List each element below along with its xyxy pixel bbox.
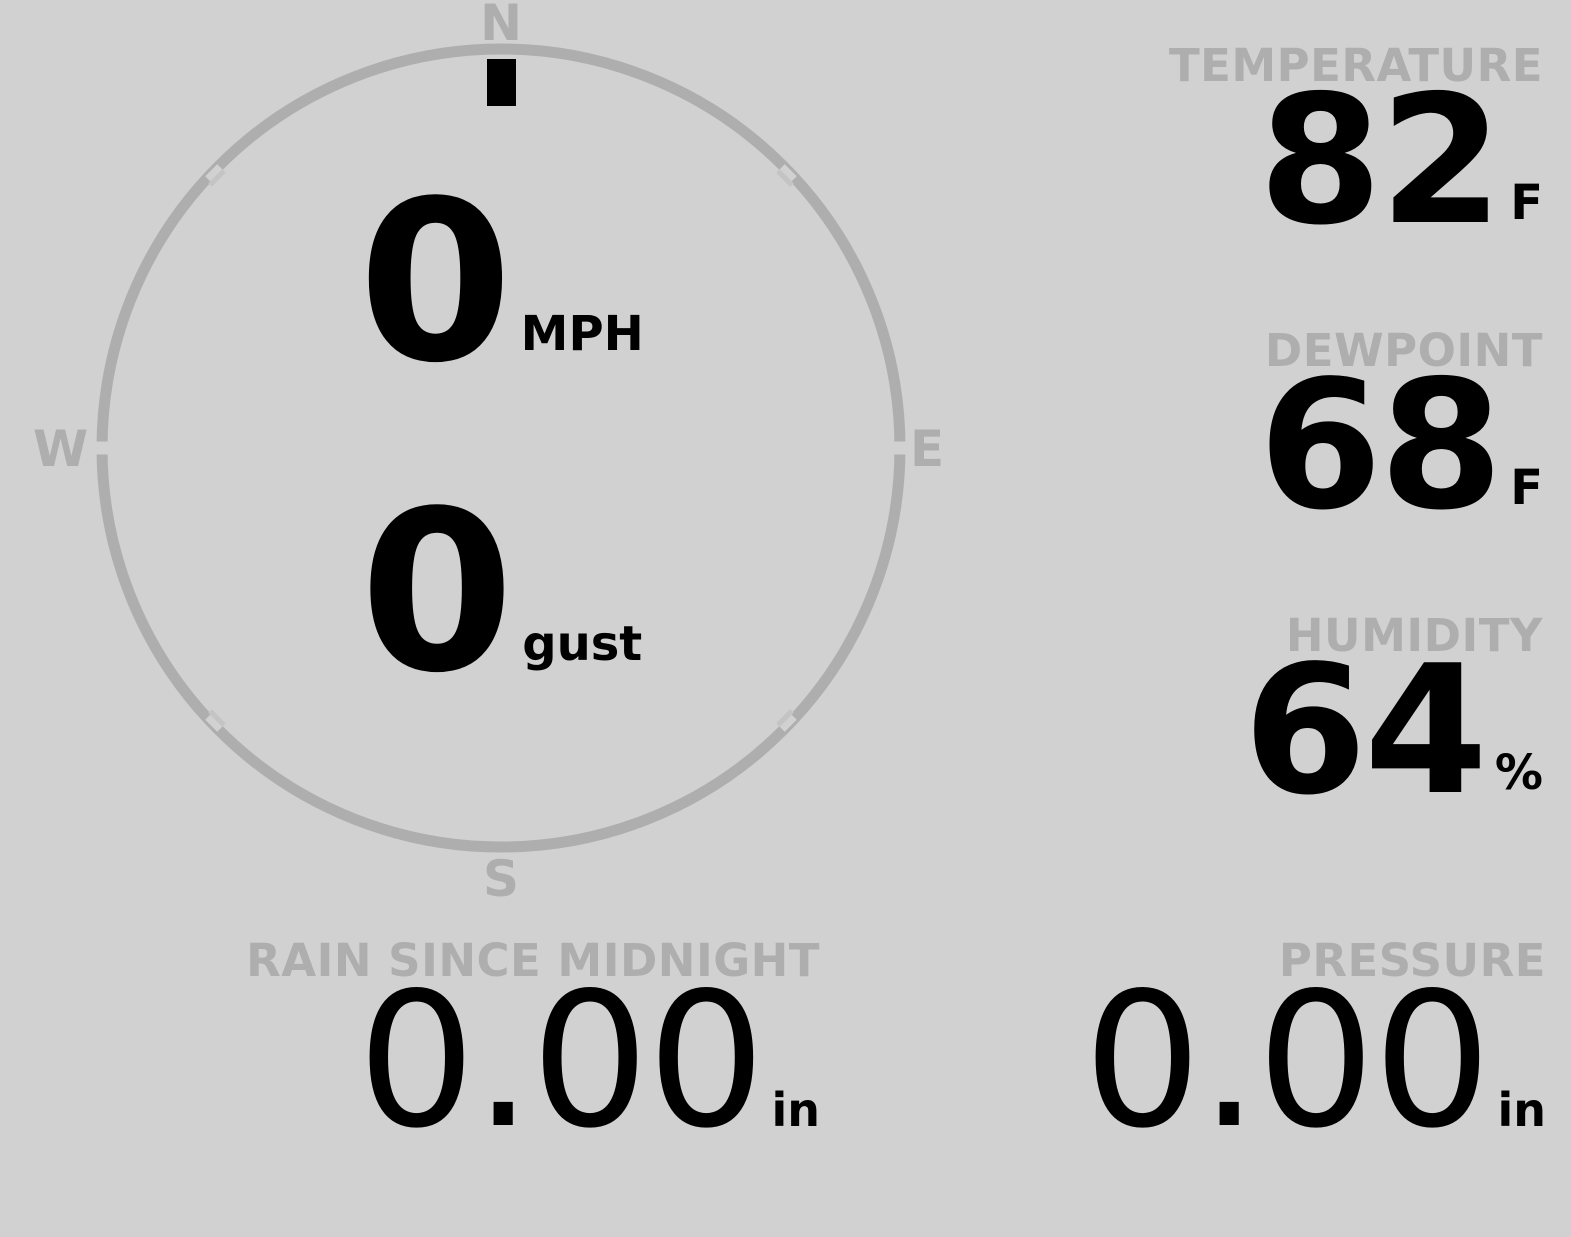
wind-gust-value: 0 bbox=[359, 464, 514, 722]
stat-dewpoint-value-row: 68 F bbox=[1023, 341, 1543, 549]
wind-direction-pointer-icon bbox=[487, 59, 516, 106]
stat-dewpoint-unit: F bbox=[1510, 459, 1543, 516]
stat-humidity-value-row: 64 % bbox=[1023, 626, 1543, 834]
stat-pressure-value-row: 0.00 in bbox=[860, 952, 1546, 1170]
stat-rain-since-midnight: RAIN SINCE MIDNIGHT 0.00 in bbox=[30, 934, 820, 1170]
compass-label-west: W bbox=[33, 420, 89, 478]
wind-compass[interactable]: N E S W 0 MPH 0 gust bbox=[33, 0, 944, 904]
stat-dewpoint: DEWPOINT 68 F bbox=[1023, 324, 1543, 549]
stat-rain-value-row: 0.00 in bbox=[30, 952, 820, 1170]
stat-dewpoint-value: 68 bbox=[1258, 341, 1503, 549]
wind-gust-unit: gust bbox=[522, 616, 643, 673]
stat-pressure-label: PRESSURE bbox=[1278, 934, 1546, 988]
wind-gust-readout: 0 gust bbox=[95, 464, 907, 722]
stat-dewpoint-label: DEWPOINT bbox=[1264, 324, 1543, 377]
stat-pressure: PRESSURE 0.00 in bbox=[860, 934, 1546, 1170]
stat-humidity-unit: % bbox=[1494, 744, 1543, 801]
stat-temperature-unit: F bbox=[1510, 174, 1543, 231]
stat-temperature-value: 82 bbox=[1258, 56, 1503, 264]
compass-label-north: N bbox=[480, 0, 522, 52]
wind-speed-readout: 0 MPH bbox=[95, 154, 907, 412]
stat-humidity: HUMIDITY 64 % bbox=[1023, 609, 1543, 834]
compass-label-south: S bbox=[482, 850, 520, 908]
stat-rain-label: RAIN SINCE MIDNIGHT bbox=[246, 934, 820, 988]
stat-temperature-label: TEMPERATURE bbox=[1168, 39, 1543, 92]
stat-rain-value: 0.00 bbox=[357, 952, 765, 1170]
stat-pressure-unit: in bbox=[1497, 1083, 1546, 1137]
stat-humidity-label: HUMIDITY bbox=[1285, 609, 1543, 662]
wind-speed-value: 0 bbox=[358, 154, 512, 412]
stat-rain-unit: in bbox=[771, 1083, 820, 1137]
stat-pressure-value: 0.00 bbox=[1083, 952, 1491, 1170]
stat-temperature: TEMPERATURE 82 F bbox=[1023, 39, 1543, 264]
compass-label-east: E bbox=[910, 420, 945, 478]
compass-ring-icon bbox=[95, 43, 907, 853]
stat-temperature-value-row: 82 F bbox=[1023, 56, 1543, 264]
stat-humidity-value: 64 bbox=[1243, 626, 1488, 834]
wind-speed-unit: MPH bbox=[520, 306, 644, 363]
